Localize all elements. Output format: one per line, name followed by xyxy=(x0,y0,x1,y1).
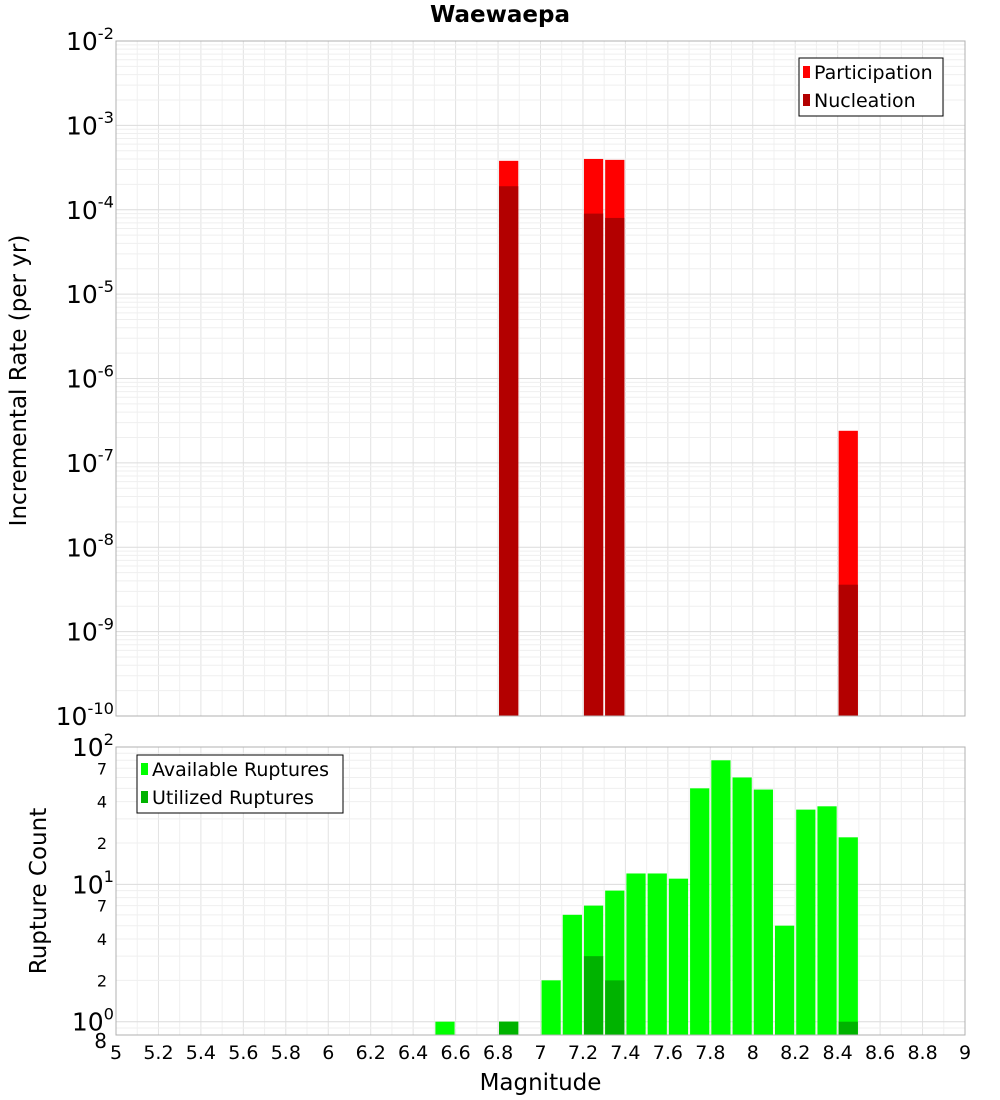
y-minor-tick-label: 2 xyxy=(97,971,107,990)
x-tick-label: 8.6 xyxy=(865,1042,895,1064)
bar-utilized-ruptures xyxy=(838,1021,858,1035)
legend-swatch xyxy=(141,791,148,803)
legend-entry: Nucleation xyxy=(814,90,916,112)
y-tick-label: 10-8 xyxy=(66,530,114,562)
y-tick-label: 10-7 xyxy=(66,446,114,478)
bar-utilized-ruptures xyxy=(499,1021,519,1035)
plot-frame xyxy=(115,40,966,717)
y-minor-tick-label: 8 xyxy=(94,1029,107,1053)
legend-swatch xyxy=(803,66,810,78)
y-tick-label: 10-9 xyxy=(66,614,114,646)
x-tick-label: 8 xyxy=(747,1042,759,1064)
bar-available-ruptures xyxy=(817,806,837,1035)
x-tick-label: 9 xyxy=(959,1042,971,1064)
bar-nucleation xyxy=(499,186,519,716)
y-tick-label: 102 xyxy=(72,730,114,762)
legend-swatch xyxy=(141,763,148,775)
legend-entry: Participation xyxy=(814,62,933,84)
bar-nucleation xyxy=(583,213,604,717)
x-tick-label: 8.4 xyxy=(823,1042,853,1064)
bar-available-ruptures xyxy=(753,789,773,1035)
x-tick-label: 6.8 xyxy=(483,1042,513,1064)
legend-swatch xyxy=(803,94,810,106)
bar-utilized-ruptures xyxy=(583,956,604,1035)
y-minor-tick-label: 4 xyxy=(97,930,107,949)
x-tick-label: 5.6 xyxy=(228,1042,258,1064)
bar-available-ruptures xyxy=(838,837,858,1035)
bar-available-ruptures xyxy=(732,777,752,1035)
bar-nucleation xyxy=(838,584,858,716)
x-tick-label: 7.8 xyxy=(695,1042,725,1064)
x-tick-label: 6.2 xyxy=(356,1042,386,1064)
legend-entry: Available Ruptures xyxy=(152,759,329,781)
y-minor-tick-label: 4 xyxy=(97,793,107,812)
bar-available-ruptures xyxy=(435,1021,455,1035)
x-tick-label: 6 xyxy=(322,1042,334,1064)
bar-available-ruptures xyxy=(647,873,667,1035)
y-axis-label-top: Incremental Rate (per yr) xyxy=(6,235,32,527)
x-tick-label: 5.4 xyxy=(186,1042,216,1064)
y-tick-label: 10-5 xyxy=(66,277,114,309)
legend-box xyxy=(136,754,344,814)
x-tick-label: 7.4 xyxy=(610,1042,640,1064)
y-tick-label: 10-3 xyxy=(66,108,114,140)
y-tick-label: 100 xyxy=(72,1004,114,1036)
bar-available-ruptures xyxy=(690,788,710,1035)
y-minor-tick-label: 7 xyxy=(97,759,107,778)
x-tick-label: 8.2 xyxy=(780,1042,810,1064)
y-axis-label-bottom: Rupture Count xyxy=(26,808,52,974)
x-tick-label: 5.8 xyxy=(271,1042,301,1064)
chart-title: Waewaepa xyxy=(429,2,571,28)
panel-top xyxy=(115,40,966,717)
legend-box xyxy=(798,57,944,117)
y-minor-tick-label: 2 xyxy=(97,834,107,853)
bar-available-ruptures xyxy=(668,878,689,1035)
x-tick-label: 5.2 xyxy=(143,1042,173,1064)
x-tick-label: 8.8 xyxy=(907,1042,937,1064)
y-tick-label: 101 xyxy=(72,867,114,899)
y-tick-label: 10-4 xyxy=(66,193,114,225)
y-tick-label: 10-10 xyxy=(56,699,114,731)
panel-bottom xyxy=(115,746,966,1036)
y-tick-label: 10-6 xyxy=(66,361,114,393)
y-minor-tick-label: 7 xyxy=(97,897,107,916)
x-tick-label: 7.2 xyxy=(568,1042,598,1064)
x-tick-label: 7 xyxy=(534,1042,546,1064)
bar-utilized-ruptures xyxy=(605,980,625,1035)
bar-available-ruptures xyxy=(626,873,646,1035)
x-tick-label: 6.4 xyxy=(398,1042,428,1064)
bar-available-ruptures xyxy=(562,914,582,1035)
legend-top: Participation Nucleation xyxy=(798,57,944,117)
plot-frame xyxy=(115,746,966,1036)
y-tick-label: 10-2 xyxy=(66,24,114,56)
legend-bottom: Available Ruptures Utilized Ruptures xyxy=(136,754,344,814)
bar-nucleation xyxy=(605,217,625,716)
bar-available-ruptures xyxy=(774,925,795,1035)
x-tick-label: 5 xyxy=(110,1042,122,1064)
x-tick-label: 7.6 xyxy=(653,1042,683,1064)
bar-available-ruptures xyxy=(711,760,731,1035)
x-tick-label: 6.6 xyxy=(440,1042,470,1064)
x-axis-label: Magnitude xyxy=(480,1070,602,1096)
legend-entry: Utilized Ruptures xyxy=(152,787,314,809)
bar-available-ruptures xyxy=(541,980,561,1035)
bar-available-ruptures xyxy=(796,809,816,1035)
